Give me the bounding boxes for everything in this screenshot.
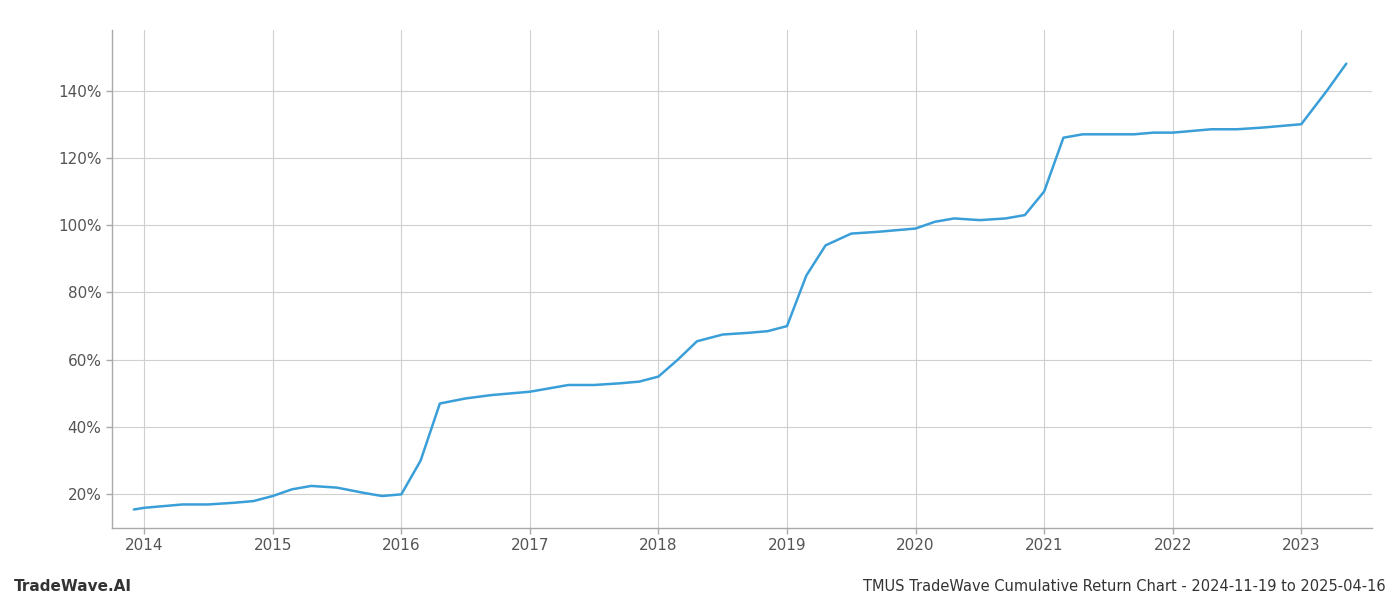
Text: TMUS TradeWave Cumulative Return Chart - 2024-11-19 to 2025-04-16: TMUS TradeWave Cumulative Return Chart -… — [864, 579, 1386, 594]
Text: TradeWave.AI: TradeWave.AI — [14, 579, 132, 594]
